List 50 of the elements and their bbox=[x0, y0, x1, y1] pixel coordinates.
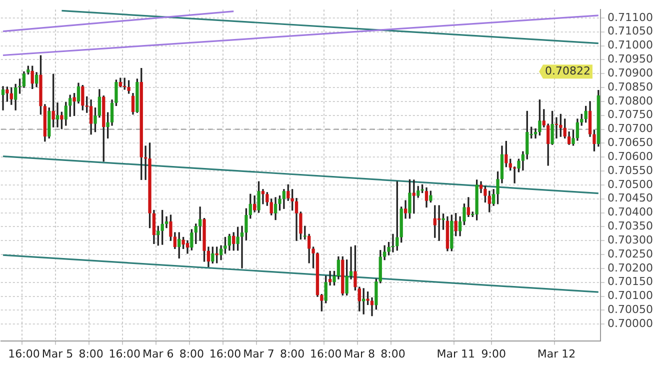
x-tick-label: Mar 11 bbox=[436, 347, 475, 360]
candlestick bbox=[198, 206, 202, 241]
x-tick-label: 9:00 bbox=[481, 347, 506, 360]
y-tick-label: 0.70950 bbox=[608, 52, 654, 66]
x-tick-label: 16:00 bbox=[209, 347, 242, 360]
y-tick-label: 0.70600 bbox=[608, 150, 654, 163]
y-tick-label: 0.70250 bbox=[608, 247, 654, 260]
candlestick bbox=[512, 166, 516, 184]
candlestick bbox=[412, 180, 416, 214]
candlestick bbox=[391, 234, 395, 252]
y-tick-label: 0.70550 bbox=[608, 164, 654, 177]
x-tick-label: Mar 6 bbox=[142, 347, 174, 360]
x-tick-label: 16:00 bbox=[108, 347, 140, 360]
x-tick-label: 16:00 bbox=[310, 347, 342, 360]
y-tick-label: 0.70650 bbox=[608, 136, 654, 150]
candlestick bbox=[56, 102, 60, 128]
x-tick-label: Mar 8 bbox=[344, 347, 376, 360]
x-tick-label: 8:00 bbox=[280, 347, 305, 360]
y-tick-label: 0.70400 bbox=[608, 206, 654, 219]
candlestick bbox=[164, 216, 168, 228]
y-tick-label: 0.70350 bbox=[608, 220, 654, 233]
y-tick-label: 0.70700 bbox=[608, 122, 654, 136]
candlestick bbox=[328, 270, 332, 286]
y-tick-label: 0.70150 bbox=[608, 275, 654, 288]
candlestick bbox=[261, 189, 265, 204]
annotation: 0.70822 bbox=[545, 64, 591, 78]
y-tick-label: 0.71000 bbox=[608, 38, 654, 52]
y-tick-label: 0.70900 bbox=[608, 66, 654, 80]
y-tick-label: 0.71050 bbox=[608, 24, 654, 38]
y-tick-label: 0.70850 bbox=[608, 80, 654, 94]
y-tick-label: 0.70300 bbox=[608, 233, 654, 246]
y-tick-label: 0.71100 bbox=[608, 10, 654, 24]
x-tick-label: Mar 5 bbox=[42, 347, 74, 360]
y-tick-label: 0.70750 bbox=[608, 108, 654, 122]
x-tick-label: 8:00 bbox=[380, 347, 406, 360]
candlestick bbox=[554, 117, 558, 139]
candlestick bbox=[1, 86, 5, 110]
x-tick-label: 8:00 bbox=[179, 347, 204, 360]
y-tick-label: 0.70000 bbox=[608, 316, 654, 330]
y-tick-label: 0.70500 bbox=[608, 178, 654, 191]
x-tick-label: Mar 12 bbox=[537, 347, 576, 360]
y-tick-label: 0.70800 bbox=[608, 94, 654, 108]
candlestick bbox=[370, 297, 374, 316]
x-tick-label: Mar 7 bbox=[243, 347, 274, 360]
y-tick-label: 0.70050 bbox=[608, 303, 654, 316]
y-tick-label: 0.70100 bbox=[608, 289, 654, 302]
y-tick-label: 0.70450 bbox=[608, 192, 654, 205]
x-tick-label: 8:00 bbox=[78, 347, 104, 360]
x-tick-label: 16:00 bbox=[8, 347, 40, 360]
y-tick-label: 0.70200 bbox=[608, 261, 654, 274]
